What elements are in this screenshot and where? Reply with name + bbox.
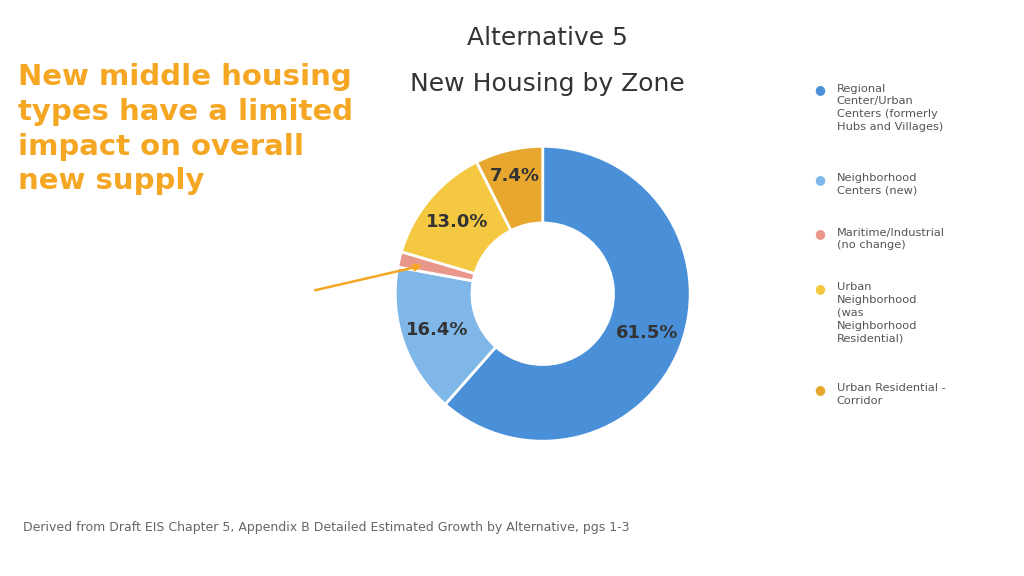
Text: Regional
Center/Urban
Centers (formerly
Hubs and Villages): Regional Center/Urban Centers (formerly … — [837, 84, 943, 132]
Wedge shape — [445, 146, 690, 441]
Text: Maritime/Industrial
(no change): Maritime/Industrial (no change) — [837, 228, 944, 251]
Text: New Housing by Zone: New Housing by Zone — [411, 72, 685, 96]
Text: New middle housing
types have a limited
impact on overall
new supply: New middle housing types have a limited … — [18, 63, 353, 195]
Wedge shape — [401, 162, 511, 274]
Wedge shape — [476, 146, 543, 230]
Text: ●: ● — [814, 383, 825, 396]
Text: Neighborhood
Centers (new): Neighborhood Centers (new) — [837, 173, 918, 196]
Text: Matt Hutchins, AIA, CPHD   CAST architecture   1.4.24: Matt Hutchins, AIA, CPHD CAST architectu… — [659, 552, 994, 564]
Wedge shape — [395, 267, 496, 404]
Text: 13.0%: 13.0% — [426, 213, 488, 231]
Text: ●: ● — [814, 282, 825, 295]
Text: ●: ● — [814, 173, 825, 186]
Text: 61.5%: 61.5% — [616, 324, 679, 342]
Text: ●: ● — [814, 228, 825, 241]
Text: 16.4%: 16.4% — [406, 321, 468, 339]
FancyArrowPatch shape — [315, 265, 420, 290]
Text: Derived from Draft EIS Chapter 5, Appendix B Detailed Estimated Growth by Altern: Derived from Draft EIS Chapter 5, Append… — [23, 521, 629, 534]
Text: Urban
Neighborhood
(was
Neighborhood
Residential): Urban Neighborhood (was Neighborhood Res… — [837, 282, 918, 343]
Wedge shape — [397, 252, 475, 281]
Text: Urban Residential -
Corridor: Urban Residential - Corridor — [837, 383, 945, 406]
Circle shape — [472, 223, 613, 365]
Text: 7.4%: 7.4% — [489, 167, 540, 185]
Text: Alternative 5: Alternative 5 — [467, 26, 629, 50]
Text: ●: ● — [814, 84, 825, 97]
